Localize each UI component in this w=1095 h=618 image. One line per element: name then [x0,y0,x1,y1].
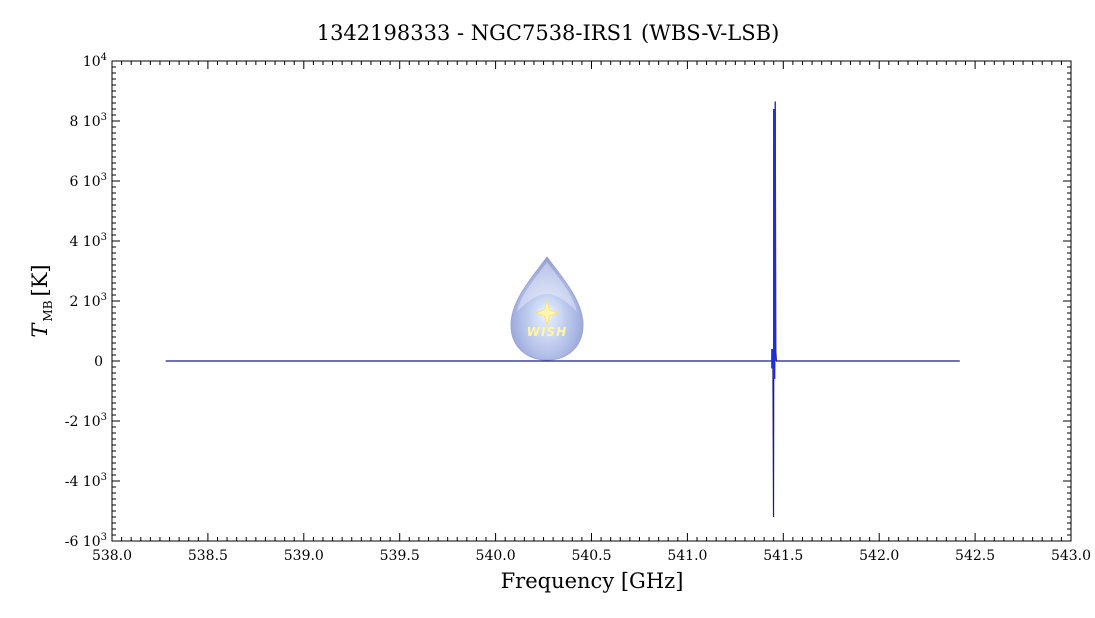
wish-logo: WISH [510,256,584,361]
x-tick-label: 542.5 [955,548,995,564]
y-tick-label: 2 103 [69,292,107,310]
y-tick-label: 0 [94,354,103,370]
x-tick-label: 542.0 [859,548,899,564]
series-layer [165,101,960,518]
y-axis-label-subscript: MB [41,300,55,321]
x-tick-labels: 538.0 538.5 539.0 539.5 540.0 540.5 541.0 541.5… [92,548,1091,564]
y-axis-label-symbol: T [28,322,52,338]
svg-text:TMB[K]: TMB [K] [28,264,55,337]
x-tick-label: 541.0 [667,548,707,564]
plot-frame [111,60,1072,542]
star-icon [534,299,560,327]
y-tick-label: 8 103 [69,112,107,130]
x-tick-label: 541.5 [763,548,803,564]
x-tick-label: 543.0 [1051,548,1091,564]
x-axis-label: Frequency [GHz] [501,569,684,593]
y-axis-label-unit: [K] [28,264,52,296]
axis-ticks [111,60,1072,542]
y-tick-label: -4 103 [65,472,107,490]
y-tick-labels: -6 103 -4 103 -2 103 0 2 103 4 103 6 103 8 103 1… [65,52,107,550]
y-tick-label: -2 103 [65,412,107,430]
y-tick-label: 104 [83,52,107,70]
y-tick-label: 4 103 [69,232,107,250]
wish-logo-text: WISH [527,325,567,339]
x-tick-label: 539.0 [284,548,324,564]
y-axis-label: TMB [K] [28,264,55,337]
x-tick-label: 539.5 [380,548,420,564]
x-tick-label: 540.5 [571,548,611,564]
x-tick-label: 538.0 [92,548,132,564]
x-tick-label: 538.5 [188,548,228,564]
x-tick-label: 540.0 [476,548,516,564]
y-tick-label: 6 103 [69,172,107,190]
y-tick-label: -6 103 [65,532,107,550]
chart-title: 1342198333 - NGC7538-IRS1 (WBS-V-LSB) [317,21,780,45]
